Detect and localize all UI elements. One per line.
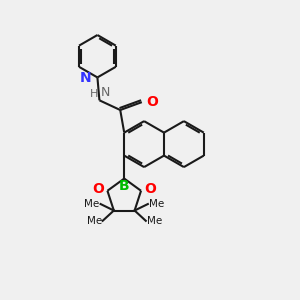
Text: O: O	[92, 182, 104, 196]
Text: Me: Me	[86, 216, 102, 226]
Text: N: N	[101, 86, 110, 99]
Text: Me: Me	[85, 199, 100, 209]
Text: N: N	[79, 71, 91, 85]
Text: B: B	[119, 179, 130, 193]
Text: O: O	[145, 182, 156, 196]
Text: Me: Me	[147, 216, 162, 226]
Text: H: H	[90, 89, 98, 99]
Text: Me: Me	[149, 199, 164, 209]
Text: O: O	[146, 95, 158, 109]
